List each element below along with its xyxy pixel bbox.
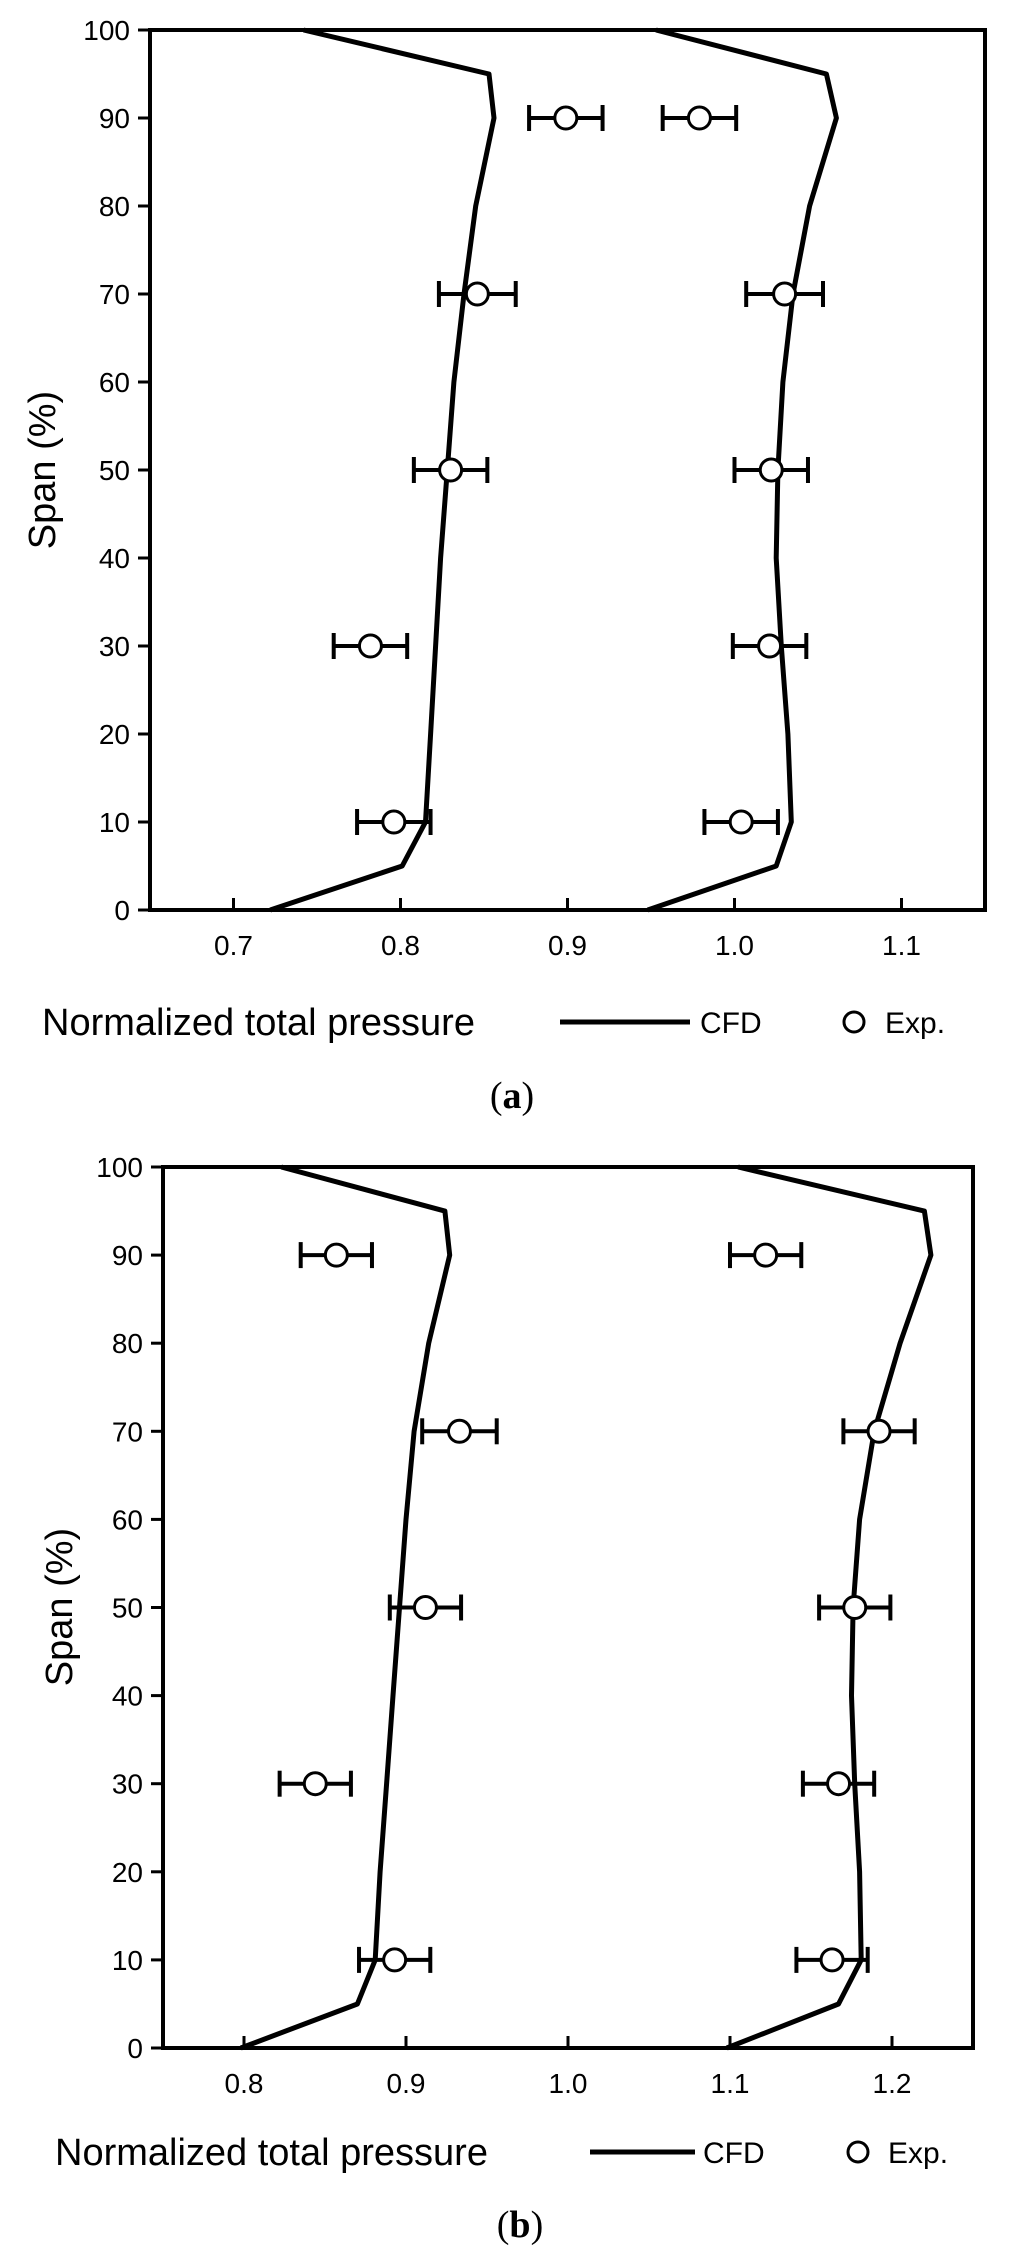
exp-point bbox=[866, 1418, 892, 1444]
y-tick-label: 20 bbox=[112, 1857, 143, 1888]
exp-point bbox=[412, 1595, 438, 1620]
chart-b-y-axis-title: Span (%) bbox=[39, 1528, 81, 1686]
exp-point bbox=[753, 1242, 779, 1268]
legend-exp-marker bbox=[842, 1010, 866, 1034]
caption-a-close: ) bbox=[522, 1075, 535, 1117]
y-tick-label: 70 bbox=[112, 1416, 143, 1447]
x-tick-label: 0.9 bbox=[387, 2068, 426, 2099]
chart-a-canvas: 0.7 0.8 0.9 1.0 1.1 0 10 20 30 40 50 60 70 80 90 100 Sp… bbox=[22, 15, 987, 1117]
chart-b-plot bbox=[239, 1164, 934, 2051]
legend-cfd-label: CFD bbox=[703, 2137, 765, 2170]
exp-point bbox=[446, 1418, 472, 1444]
chart-b-axes: 0.8 0.9 1.0 1.1 1.2 0 10 20 30 40 50 60 70 80 90 100 bbox=[96, 1152, 911, 2099]
exp-point bbox=[728, 809, 754, 835]
exp-point bbox=[686, 105, 712, 131]
y-tick-label: 80 bbox=[99, 191, 130, 222]
x-tick-label: 0.9 bbox=[548, 930, 587, 961]
exp-point bbox=[464, 281, 490, 307]
x-tick-label: 1.0 bbox=[715, 930, 754, 961]
y-tick-label: 30 bbox=[99, 631, 130, 662]
exp-point bbox=[302, 1771, 328, 1797]
x-tick-label: 1.1 bbox=[711, 2068, 750, 2099]
y-tick-label: 80 bbox=[112, 1328, 143, 1359]
exp-point bbox=[772, 281, 798, 307]
x-tick-label: 0.7 bbox=[214, 930, 253, 961]
y-tick-label: 50 bbox=[99, 455, 130, 486]
exp-point bbox=[758, 457, 784, 483]
exp-point bbox=[357, 633, 383, 659]
chart-b-x-axis-title: Normalized total pressure bbox=[55, 2132, 488, 2174]
x-tick-label: 1.0 bbox=[549, 2068, 588, 2099]
y-tick-label: 0 bbox=[127, 2033, 143, 2064]
chart-a-caption: (a) bbox=[490, 1075, 534, 1117]
y-tick-label: 40 bbox=[99, 543, 130, 574]
y-tick-label: 40 bbox=[112, 1681, 143, 1712]
chart-panel-a: 0.7 0.8 0.9 1.0 1.1 0 10 20 30 40 50 60 70 80 90 100 Sp… bbox=[0, 0, 1024, 1125]
x-tick-label: 0.8 bbox=[381, 930, 420, 961]
exp-point bbox=[826, 1771, 852, 1797]
chart-a-axes: 0.7 0.8 0.9 1.0 1.1 0 10 20 30 40 50 60 70 80 90 100 bbox=[83, 15, 921, 961]
x-tick-label: 0.8 bbox=[225, 2068, 264, 2099]
x-tick-label: 1.1 bbox=[882, 930, 921, 961]
caption-b-open: ( bbox=[497, 2204, 510, 2246]
caption-a-letter: a bbox=[503, 1075, 522, 1117]
x-tick-label: 1.2 bbox=[873, 2068, 912, 2099]
chart-a-plot bbox=[269, 27, 839, 913]
caption-a-open: ( bbox=[490, 1075, 503, 1117]
y-tick-label: 70 bbox=[99, 279, 130, 310]
chart-panel-b: 0.8 0.9 1.0 1.1 1.2 0 10 20 30 40 50 60 70 80 90 100 Sp… bbox=[0, 1135, 1024, 2256]
y-tick-label: 100 bbox=[83, 15, 130, 46]
legend-exp-marker bbox=[846, 2140, 870, 2164]
y-tick-label: 10 bbox=[112, 1945, 143, 1976]
y-tick-label: 100 bbox=[96, 1152, 143, 1183]
exp-point bbox=[757, 633, 783, 659]
chart-a-frame bbox=[148, 28, 987, 912]
chart-a-x-axis-title: Normalized total pressure bbox=[42, 1002, 475, 1044]
y-tick-label: 60 bbox=[99, 367, 130, 398]
exp-point bbox=[381, 809, 407, 835]
exp-point bbox=[819, 1947, 845, 1973]
y-tick-label: 30 bbox=[112, 1769, 143, 1800]
caption-b-letter: b bbox=[509, 2204, 530, 2246]
y-tick-label: 10 bbox=[99, 807, 130, 838]
exp-point bbox=[323, 1242, 349, 1268]
chart-b-canvas: 0.8 0.9 1.0 1.1 1.2 0 10 20 30 40 50 60 70 80 90 100 Sp… bbox=[39, 1152, 975, 2246]
y-tick-label: 50 bbox=[112, 1593, 143, 1624]
y-tick-label: 20 bbox=[99, 719, 130, 750]
caption-b-close: ) bbox=[531, 2204, 544, 2246]
legend-cfd-label: CFD bbox=[700, 1007, 762, 1040]
y-tick-label: 90 bbox=[112, 1240, 143, 1271]
legend-exp-label: Exp. bbox=[885, 1007, 945, 1040]
chart-a-legend: CFD Exp. bbox=[560, 1007, 945, 1040]
exp-point bbox=[382, 1947, 408, 1973]
exp-point bbox=[553, 105, 579, 131]
chart-a-y-axis-title: Span (%) bbox=[22, 391, 64, 549]
exp-point bbox=[438, 457, 464, 483]
y-tick-label: 90 bbox=[99, 103, 130, 134]
exp-point bbox=[842, 1595, 868, 1620]
chart-b-caption: (b) bbox=[497, 2204, 543, 2246]
legend-exp-label: Exp. bbox=[888, 2137, 948, 2170]
y-tick-label: 60 bbox=[112, 1504, 143, 1535]
chart-b-legend: CFD Exp. bbox=[590, 2137, 948, 2170]
y-tick-label: 0 bbox=[114, 895, 130, 926]
